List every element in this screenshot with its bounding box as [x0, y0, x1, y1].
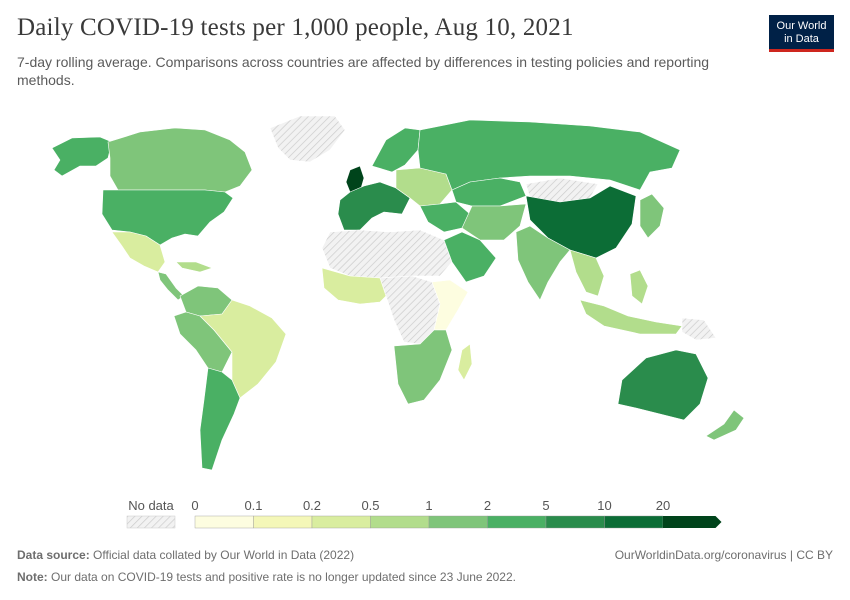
western-europe-region[interactable]	[337, 181, 411, 231]
legend-tick-label-2: 0.2	[303, 498, 321, 513]
brazil-region[interactable]	[199, 299, 287, 399]
footer-credit[interactable]: OurWorldinData.org/coronavirus | CC BY	[614, 548, 833, 562]
legend-tick-label-7: 10	[597, 498, 611, 513]
footer-source: Data source: Official data collated by O…	[17, 548, 354, 562]
legend-bin-3	[370, 515, 430, 529]
papua-region[interactable]	[681, 317, 717, 341]
china-region[interactable]	[525, 185, 637, 259]
legend-tick-label-6: 5	[542, 498, 549, 513]
footer-note: Note: Our data on COVID-19 tests and pos…	[17, 570, 516, 584]
australia-region[interactable]	[617, 349, 709, 421]
legend-bin-0	[194, 515, 254, 529]
logo-line-1: Our World	[776, 20, 827, 32]
argentina-chile-region[interactable]	[199, 367, 241, 471]
legend-tick-label-8: 20	[656, 498, 670, 513]
scandinavia-region[interactable]	[371, 127, 421, 173]
southern-africa-region[interactable]	[393, 329, 453, 405]
greenland-region[interactable]	[269, 115, 346, 163]
footer-source-label: Data source:	[17, 548, 90, 562]
canada-region[interactable]	[107, 127, 253, 193]
legend-bin-2	[311, 515, 371, 529]
india-region[interactable]	[515, 225, 571, 301]
legend-bin-8	[663, 516, 722, 528]
owid-logo[interactable]: Our World in Data	[769, 15, 834, 52]
usa-region[interactable]	[101, 189, 234, 246]
legend-tick-label-4: 1	[425, 498, 432, 513]
legend-no-data-swatch	[126, 515, 176, 529]
legend-bin-4	[428, 515, 488, 529]
world-map	[51, 115, 745, 471]
legend-bin-7	[604, 515, 664, 529]
chart-subtitle: 7-day rolling average. Comparisons acros…	[17, 54, 710, 88]
logo-line-2: in Data	[784, 33, 819, 45]
philippines-region[interactable]	[629, 269, 649, 305]
indonesia-region[interactable]	[579, 299, 683, 335]
caribbean-region[interactable]	[175, 261, 213, 273]
legend-tick-label-5: 2	[484, 498, 491, 513]
mexico-region[interactable]	[111, 231, 166, 273]
east-africa-region[interactable]	[431, 279, 469, 331]
legend-bin-6	[545, 515, 605, 529]
madagascar-region[interactable]	[457, 343, 473, 381]
arabia-region[interactable]	[443, 231, 497, 283]
peru-bolivia-region[interactable]	[173, 311, 233, 373]
legend-tick-label-1: 0.1	[244, 498, 262, 513]
north-africa-region[interactable]	[321, 229, 453, 279]
legend-tick-label-3: 0.5	[361, 498, 379, 513]
russia-region[interactable]	[417, 119, 681, 191]
map-legend: No data 0 0.1 0.2 0.5 1 2 5 10 20	[126, 498, 722, 529]
legend-tick-label-0: 0	[191, 498, 198, 513]
legend-bin-1	[253, 515, 313, 529]
alaska-region[interactable]	[51, 136, 113, 177]
footer-note-text: Our data on COVID-19 tests and positive …	[51, 570, 516, 584]
new-zealand-region[interactable]	[705, 409, 745, 441]
west-africa-region[interactable]	[321, 267, 393, 305]
chart-title: Daily COVID-19 tests per 1,000 people, A…	[17, 14, 574, 41]
iran-central-asia-region[interactable]	[461, 203, 527, 241]
japan-korea-region[interactable]	[639, 193, 665, 239]
legend-no-data-label: No data	[128, 498, 174, 513]
footer-note-label: Note:	[17, 570, 48, 584]
legend-bin-5	[487, 515, 547, 529]
footer-source-text: Official data collated by Our World in D…	[93, 548, 355, 562]
southeast-asia-region[interactable]	[569, 249, 605, 297]
